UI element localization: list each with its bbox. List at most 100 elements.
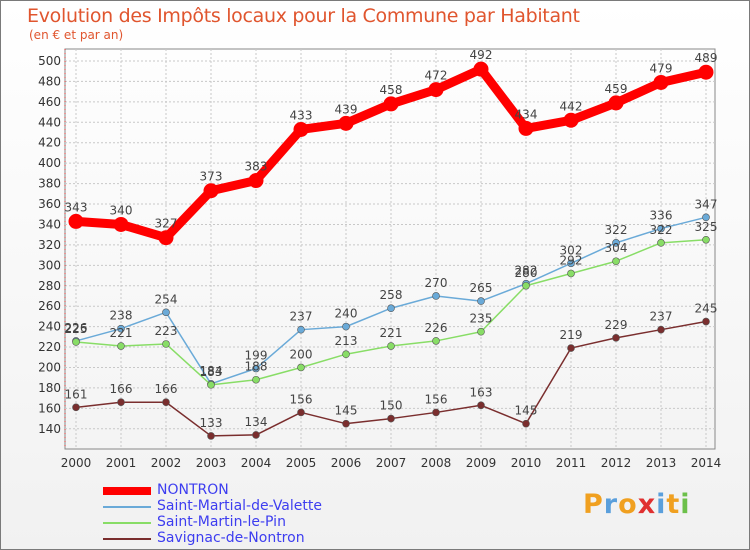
data-label: 439 [335, 102, 358, 116]
data-label: 223 [155, 324, 178, 338]
data-point [69, 214, 83, 228]
data-label: 221 [110, 326, 133, 340]
data-label: 336 [650, 209, 673, 223]
logo-letter: o [618, 489, 638, 520]
data-label: 434 [515, 107, 538, 121]
data-label: 161 [65, 387, 88, 401]
data-point [478, 328, 485, 335]
data-label: 163 [470, 385, 493, 399]
x-tick-label: 2012 [601, 456, 632, 470]
data-point [253, 376, 260, 383]
data-point [564, 113, 578, 127]
logo-letter: x [638, 489, 656, 520]
data-label: 156 [290, 392, 313, 406]
data-label: 489 [695, 51, 718, 65]
data-label: 325 [695, 220, 718, 234]
data-label: 219 [560, 328, 583, 342]
legend-item: NONTRON [103, 483, 403, 499]
data-point [208, 432, 215, 439]
data-label: 166 [155, 382, 178, 396]
data-point [654, 75, 668, 89]
data-point [519, 121, 533, 135]
data-label: 134 [245, 415, 268, 429]
data-label: 254 [155, 292, 178, 306]
x-tick-label: 2007 [376, 456, 407, 470]
data-label: 347 [695, 197, 718, 211]
data-point [159, 231, 173, 245]
x-tick-label: 2008 [421, 456, 452, 470]
data-point [204, 184, 218, 198]
data-label: 145 [515, 404, 538, 418]
data-label: 340 [110, 203, 133, 217]
logo-letter: i [680, 489, 690, 520]
data-point [523, 420, 530, 427]
data-point [429, 83, 443, 97]
data-point [73, 404, 80, 411]
y-tick-label: 420 [38, 136, 61, 150]
data-point [433, 292, 440, 299]
y-tick-label: 180 [38, 381, 61, 395]
data-point [568, 345, 575, 352]
x-tick-label: 2004 [241, 456, 272, 470]
data-label: 322 [650, 223, 673, 237]
data-label: 433 [290, 108, 313, 122]
data-point [703, 236, 710, 243]
data-point [433, 409, 440, 416]
legend-label: Saint-Martial-de-Valette [157, 498, 322, 514]
legend-label: Savignac-de-Nontron [157, 530, 305, 546]
data-label: 237 [650, 310, 673, 324]
x-tick-label: 2005 [286, 456, 317, 470]
data-point [478, 298, 485, 305]
y-tick-label: 200 [38, 360, 61, 374]
x-tick-label: 2011 [556, 456, 587, 470]
x-tick-label: 2010 [511, 456, 542, 470]
data-label: 373 [200, 170, 223, 184]
data-point [658, 239, 665, 246]
data-point [343, 420, 350, 427]
legend-swatch [103, 487, 151, 495]
data-label: 226 [425, 321, 448, 335]
data-label: 459 [605, 82, 628, 96]
data-label: 479 [650, 61, 673, 75]
x-tick-label: 2006 [331, 456, 362, 470]
data-label: 145 [335, 404, 358, 418]
y-tick-label: 400 [38, 156, 61, 170]
legend-item: Saint-Martin-le-Pin [103, 515, 403, 531]
x-tick-label: 2001 [106, 456, 137, 470]
legend-swatch [103, 522, 151, 524]
data-label: 229 [605, 318, 628, 332]
data-point [384, 97, 398, 111]
data-point [609, 96, 623, 110]
legend-label: NONTRON [157, 482, 229, 498]
legend-label: Saint-Martin-le-Pin [157, 514, 286, 530]
data-point [339, 116, 353, 130]
data-label: 472 [425, 69, 448, 83]
legend-swatch [103, 538, 151, 540]
y-tick-label: 140 [38, 422, 61, 436]
data-label: 322 [605, 223, 628, 237]
data-point [118, 399, 125, 406]
data-label: 280 [515, 266, 538, 280]
data-point [703, 318, 710, 325]
y-tick-label: 340 [38, 217, 61, 231]
y-tick-label: 460 [38, 95, 61, 109]
y-tick-label: 500 [38, 54, 61, 68]
data-point [118, 343, 125, 350]
x-tick-label: 2003 [196, 456, 227, 470]
chart-legend: NONTRON Saint-Martial-de-Valette Saint-Mar… [103, 483, 403, 547]
data-label: 156 [425, 392, 448, 406]
data-point [253, 431, 260, 438]
data-label: 133 [200, 416, 223, 430]
data-point [163, 309, 170, 316]
data-label: 492 [470, 48, 493, 62]
data-point [613, 334, 620, 341]
data-point [474, 62, 488, 76]
data-label: 327 [155, 217, 178, 231]
data-point [73, 338, 80, 345]
x-tick-label: 2002 [151, 456, 182, 470]
data-point [343, 323, 350, 330]
data-label: 166 [110, 382, 133, 396]
data-label: 270 [425, 276, 448, 290]
data-label: 304 [605, 241, 628, 255]
